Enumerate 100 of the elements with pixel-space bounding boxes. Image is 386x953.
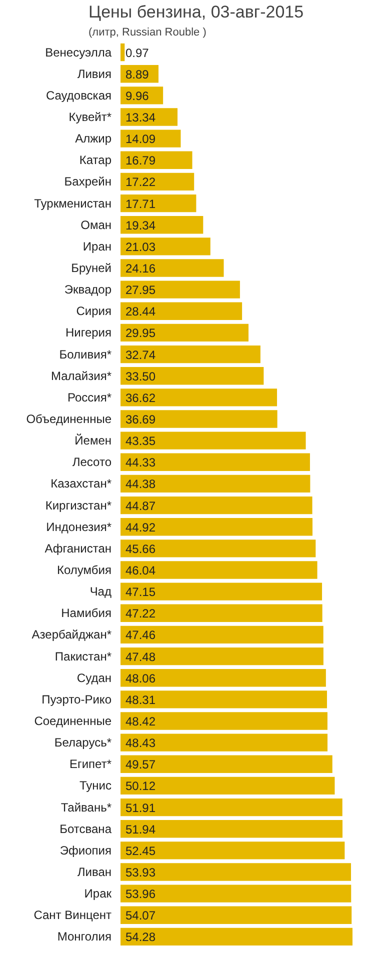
bar (120, 496, 312, 514)
y-tick-label: Судан (76, 670, 112, 685)
data-label: 44.33 (126, 456, 156, 470)
bar (120, 194, 196, 212)
chart-title: Цены бензина, 03-авг-2015 (88, 2, 304, 22)
bar (120, 540, 316, 558)
y-tick-label: Ливия (77, 66, 112, 81)
data-label: 0.97 (126, 46, 150, 60)
data-label: 51.91 (126, 800, 156, 815)
y-tick-label: Россия* (67, 390, 112, 404)
bar (120, 432, 306, 450)
data-label: 36.69 (126, 412, 156, 426)
y-tick-label: Чад (90, 584, 112, 599)
y-tick-label: Венесуэлла (45, 45, 112, 60)
bar (120, 474, 310, 493)
bar (120, 798, 342, 816)
bar (120, 604, 322, 622)
y-tick-label: Катар (79, 153, 112, 168)
data-label: 29.95 (126, 326, 156, 340)
y-tick-label: Бахрейн (64, 174, 112, 189)
data-label: 53.96 (126, 887, 156, 902)
y-tick-label: Ливан (77, 865, 112, 879)
chart-subtitle: (литр, Russian Rouble ) (88, 26, 206, 38)
data-label: 13.34 (126, 110, 156, 124)
bar (120, 453, 310, 471)
y-tick-label: Афганистан (44, 541, 112, 556)
data-label: 24.16 (126, 262, 156, 276)
bar (120, 734, 328, 752)
y-tick-label: Пакистан* (54, 649, 112, 664)
bar (120, 108, 178, 126)
data-label: 47.15 (126, 585, 156, 600)
data-label: 33.50 (126, 369, 156, 384)
bar (120, 130, 181, 148)
data-label: 46.04 (126, 564, 156, 578)
bar (120, 906, 352, 924)
y-tick-label: Намибия (61, 606, 112, 620)
y-tick-label: Нигерия (65, 326, 112, 340)
bar (120, 820, 342, 838)
bar (120, 410, 278, 428)
bar (120, 324, 249, 342)
y-tick-label: Египет* (69, 757, 112, 772)
bar (120, 669, 326, 687)
data-label: 43.35 (126, 434, 156, 448)
data-label: 48.43 (126, 736, 156, 750)
bar (120, 626, 324, 644)
data-label: 14.09 (126, 132, 156, 146)
bar (120, 259, 224, 277)
bar (120, 238, 210, 256)
data-label: 45.66 (126, 542, 156, 556)
y-tick-label: Монголия (57, 930, 112, 944)
y-tick-label: Соединенные (34, 714, 112, 728)
y-tick-label: Бруней (71, 261, 112, 275)
data-label: 27.95 (126, 283, 156, 298)
bar (120, 216, 204, 234)
bar (120, 690, 327, 708)
data-label: 9.96 (126, 88, 150, 103)
bar (120, 345, 260, 364)
y-tick-label: Казахстан* (50, 476, 112, 491)
data-label: 47.46 (126, 628, 156, 642)
bar (120, 280, 240, 298)
data-label: 17.22 (126, 175, 156, 190)
data-label: 44.38 (126, 477, 156, 492)
y-tick-label: Алжир (75, 132, 112, 146)
bar (120, 776, 335, 795)
y-tick-label: Эфиопия (60, 843, 112, 858)
bar (120, 151, 192, 169)
y-tick-label: Тайвань* (60, 800, 112, 814)
y-tick-label: Киргизстан* (45, 498, 112, 512)
y-tick-label: Туркменистан (34, 196, 112, 210)
bar (120, 518, 312, 536)
data-label: 48.31 (126, 692, 156, 707)
data-label: 49.57 (126, 758, 156, 772)
bar (120, 884, 352, 902)
data-label: 8.89 (126, 67, 150, 82)
bar (120, 928, 352, 946)
y-tick-label: Саудовская (46, 88, 112, 102)
bar (120, 43, 125, 62)
y-tick-label: Тунис (80, 778, 112, 793)
data-label: 21.03 (126, 240, 156, 254)
y-tick-label: Иран (82, 239, 112, 254)
data-label: 44.92 (126, 520, 156, 534)
bar (120, 172, 194, 191)
bar (120, 388, 278, 406)
y-tick-label: Беларусь* (54, 736, 112, 750)
y-tick-label: Боливия* (59, 347, 112, 362)
bar (120, 863, 352, 881)
data-label: 36.62 (126, 390, 156, 405)
y-tick-label: Сирия (76, 304, 112, 318)
bar (120, 367, 264, 385)
data-label: 54.07 (126, 908, 156, 923)
y-tick-label: Эквадор (64, 282, 112, 297)
data-label: 48.42 (126, 714, 156, 728)
y-tick-label: Йемен (74, 434, 112, 448)
y-tick-label: Оман (80, 218, 112, 232)
data-label: 32.74 (126, 348, 156, 362)
data-label: 52.45 (126, 844, 156, 858)
y-tick-label: Индонезия* (46, 520, 112, 534)
data-label: 28.44 (126, 304, 156, 319)
y-tick-label: Малайзия* (50, 368, 112, 383)
data-label: 51.94 (126, 822, 156, 836)
